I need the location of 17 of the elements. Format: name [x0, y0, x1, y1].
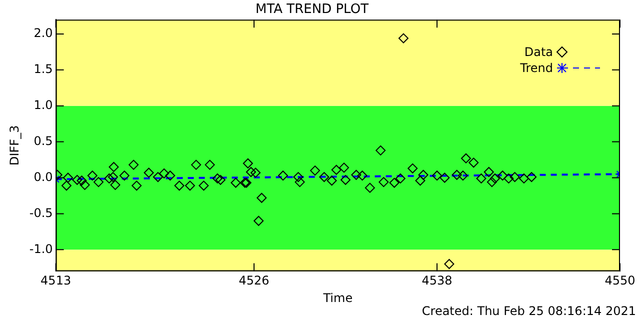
x-tick-label: 4526 [238, 274, 270, 288]
y-tick-label: 1.0 [34, 98, 53, 112]
y-tick-label: 2.0 [34, 26, 53, 40]
text: Created: Thu Feb 25 08:16:14 2021 [422, 304, 636, 318]
legend-label: Trend [520, 60, 553, 75]
chart-title: MTA TREND PLOT [255, 2, 369, 18]
x-tick-label: 4538 [422, 274, 452, 288]
y-tick-label: 1.5 [34, 62, 53, 76]
x-tick-label: 4513 [40, 274, 72, 288]
x-tick-label: 4550 [604, 274, 636, 288]
y-tick-label: 0.0 [34, 170, 53, 184]
y-tick-label: -1.0 [29, 242, 53, 256]
legend-label: Data [524, 44, 553, 59]
y-axis-title: DIFF_3 [7, 125, 22, 166]
y-tick-label: -0.5 [29, 206, 53, 220]
y-tick-label: 0.5 [34, 134, 53, 148]
x-axis-title: Time [322, 290, 353, 305]
